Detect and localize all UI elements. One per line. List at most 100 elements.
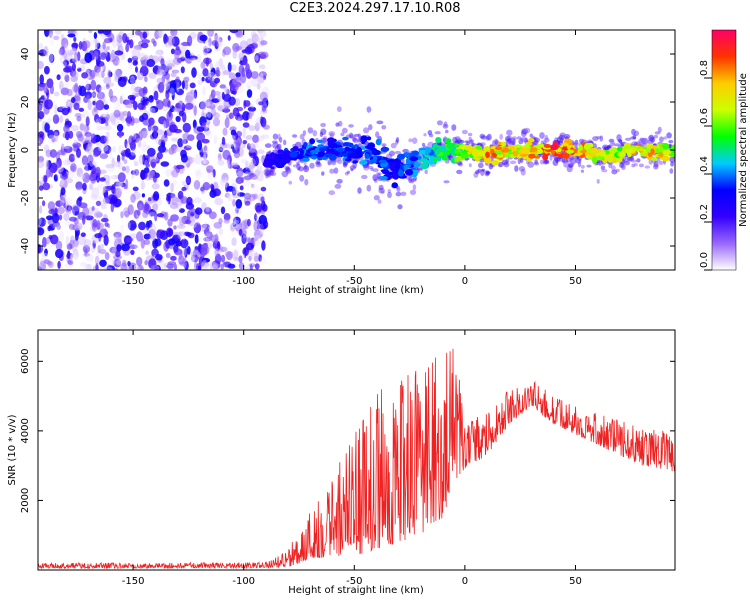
noise-blob xyxy=(261,105,266,112)
colorbar-tick-label: 0.6 xyxy=(699,108,710,124)
noise-blob xyxy=(203,145,208,152)
noise-blob xyxy=(212,262,219,270)
noise-blob xyxy=(63,145,73,153)
noise-blob xyxy=(170,182,174,193)
noise-blob xyxy=(92,91,96,99)
noise-blob xyxy=(125,237,134,242)
noise-blob xyxy=(157,71,163,76)
noise-blob xyxy=(90,246,95,254)
noise-blob xyxy=(231,190,241,199)
signal-halo xyxy=(442,123,449,129)
signal-blob xyxy=(671,144,675,151)
noise-blob xyxy=(140,171,148,180)
signal-blob xyxy=(485,151,490,159)
noise-blob xyxy=(38,84,45,92)
noise-blob xyxy=(160,58,165,67)
noise-blob xyxy=(95,262,99,270)
noise-blob xyxy=(38,244,41,254)
noise-blob xyxy=(196,251,201,258)
colorbar-label: Normalized spectral amplitude xyxy=(738,73,749,227)
colorbar-tick-label: 0.8 xyxy=(699,60,710,76)
noise-blob xyxy=(129,39,134,49)
noise-blob xyxy=(150,156,159,163)
noise-blob xyxy=(44,248,48,257)
noise-blob xyxy=(52,222,60,230)
signal-halo xyxy=(602,144,609,150)
signal-halo xyxy=(481,168,486,172)
noise-blob xyxy=(217,241,221,250)
signal-halo xyxy=(270,171,277,176)
noise-blob xyxy=(93,38,97,43)
noise-blob xyxy=(209,183,214,190)
noise-blob xyxy=(75,181,83,191)
noise-blob xyxy=(100,243,104,250)
signal-halo xyxy=(644,165,651,169)
noise-blob xyxy=(127,57,133,64)
noise-blob xyxy=(183,76,190,83)
noise-blob xyxy=(254,52,261,64)
noise-blob xyxy=(196,132,206,142)
noise-blob xyxy=(61,197,66,207)
noise-blob xyxy=(51,212,60,224)
noise-blob xyxy=(72,224,79,231)
signal-blob xyxy=(277,149,284,154)
noise-blob xyxy=(113,181,122,187)
noise-blob xyxy=(59,172,69,180)
noise-blob xyxy=(157,30,163,39)
noise-blob xyxy=(128,61,133,70)
noise-blob xyxy=(175,115,181,123)
noise-blob xyxy=(94,39,100,48)
spectrogram-xlabel: Height of straight line (km) xyxy=(288,285,424,296)
signal-halo xyxy=(396,187,401,192)
signal-halo xyxy=(512,138,516,145)
signal-halo xyxy=(445,129,449,134)
signal-blob xyxy=(472,149,479,157)
noise-blob xyxy=(64,177,74,184)
noise-blob xyxy=(49,167,54,178)
noise-blob xyxy=(58,214,63,221)
noise-blob xyxy=(81,124,90,132)
noise-blob xyxy=(231,228,236,236)
noise-blob xyxy=(67,170,75,179)
noise-blob xyxy=(66,252,74,260)
noise-blob xyxy=(146,58,156,68)
noise-blob xyxy=(38,49,47,57)
noise-blob xyxy=(169,245,174,250)
colorbar-axes: 0.0 0.2 0.4 0.6 0.8 xyxy=(699,60,712,271)
noise-blob xyxy=(58,166,64,173)
signal-halo xyxy=(283,139,287,146)
noise-blob xyxy=(38,111,45,120)
noise-blob xyxy=(47,129,55,139)
noise-blob xyxy=(85,263,92,270)
noise-blob xyxy=(259,91,268,103)
noise-blob xyxy=(148,170,152,180)
noise-blob xyxy=(45,159,50,171)
noise-blob xyxy=(38,217,47,227)
noise-blob xyxy=(135,92,139,98)
noise-blob xyxy=(92,100,96,106)
noise-blob xyxy=(95,99,105,111)
noise-blob xyxy=(151,38,156,44)
noise-blob xyxy=(222,127,228,136)
noise-blob xyxy=(184,247,188,258)
noise-blob xyxy=(196,126,205,132)
noise-blob xyxy=(137,102,145,111)
noise-blob xyxy=(201,202,207,210)
noise-blob xyxy=(83,238,92,248)
noise-blob xyxy=(181,139,188,144)
noise-blob xyxy=(148,117,155,126)
noise-blob xyxy=(95,200,102,207)
noise-blob xyxy=(238,228,243,236)
noise-blob xyxy=(86,94,91,103)
signal-halo xyxy=(558,134,565,141)
noise-blob xyxy=(139,72,144,78)
noise-blob xyxy=(184,80,189,90)
noise-blob xyxy=(258,254,263,262)
signal-halo xyxy=(304,178,309,186)
noise-blob xyxy=(180,195,188,204)
signal-blob xyxy=(347,142,354,147)
signal-halo xyxy=(336,106,342,112)
noise-blob xyxy=(100,203,107,210)
noise-blob xyxy=(136,209,141,216)
signal-halo xyxy=(524,127,531,134)
